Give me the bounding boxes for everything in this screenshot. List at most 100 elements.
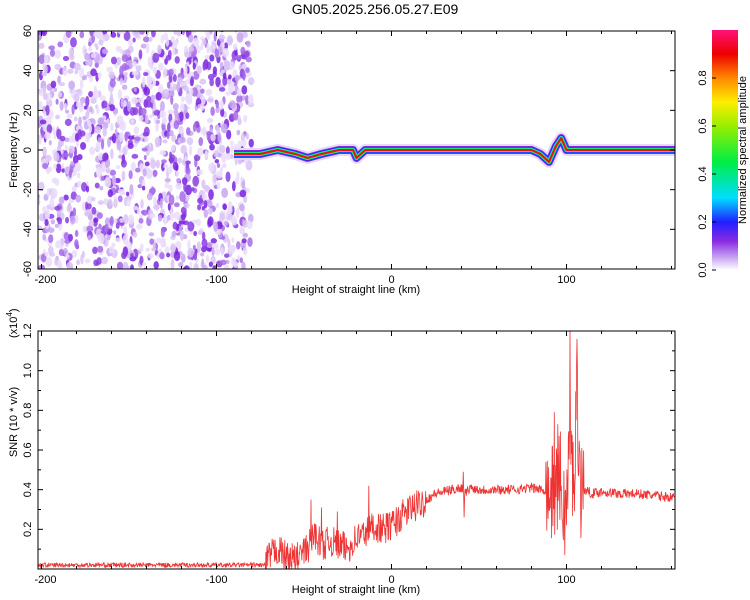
noise-blob — [193, 252, 198, 261]
noise-blob — [138, 31, 146, 35]
noise-blob — [116, 56, 122, 66]
noise-blob — [172, 103, 179, 111]
noise-blob — [202, 38, 207, 46]
noise-blob — [219, 144, 226, 154]
noise-blob — [220, 246, 224, 256]
noise-blob — [110, 56, 117, 65]
noise-blob — [107, 199, 113, 207]
noise-blob — [222, 76, 228, 86]
noise-blob — [42, 146, 47, 157]
noise-blob — [187, 33, 194, 43]
noise-blob — [55, 98, 59, 105]
noise-blob — [240, 176, 244, 182]
noise-blob — [139, 255, 144, 266]
noise-blob — [54, 49, 62, 59]
snr-ticks: -200 -100 0 100 0.2 0.4 0.6 0.8 1.0 1.2 — [22, 323, 675, 586]
noise-blob — [135, 65, 142, 72]
noise-blob — [101, 256, 108, 265]
noise-blob — [209, 54, 215, 62]
noise-blob — [164, 177, 171, 183]
noise-blob — [38, 181, 45, 192]
noise-blob — [207, 73, 215, 81]
noise-blob — [229, 154, 234, 160]
noise-blob — [123, 100, 127, 107]
noise-blob — [82, 225, 88, 233]
noise-blob — [187, 221, 195, 232]
noise-blob — [200, 252, 205, 257]
colorbar-tick-label: 0.8 — [697, 70, 709, 85]
noise-blob — [99, 95, 106, 101]
noise-blob — [109, 122, 114, 132]
noise-blob — [149, 213, 156, 219]
noise-blob — [213, 173, 217, 183]
noise-blob — [166, 131, 170, 140]
noise-blob — [123, 214, 129, 225]
snr-yscale: (x104) — [5, 308, 20, 338]
noise-blob — [88, 219, 94, 227]
noise-blob — [160, 34, 164, 44]
noise-blob — [123, 31, 131, 42]
noise-blob — [248, 138, 254, 148]
noise-blob — [210, 133, 216, 142]
noise-blob — [113, 218, 118, 224]
noise-blob — [97, 200, 104, 205]
noise-blob — [170, 36, 175, 43]
colorbar-ticks: 0.0 0.2 0.4 0.6 0.8 — [697, 70, 716, 278]
noise-blob — [175, 195, 180, 200]
noise-blob — [161, 159, 167, 164]
noise-blob — [132, 37, 136, 43]
noise-blob — [38, 34, 42, 41]
noise-blob — [38, 101, 43, 110]
noise-blob — [171, 134, 176, 142]
noise-blob — [143, 154, 147, 161]
noise-blob — [184, 155, 189, 162]
noise-blob — [106, 66, 113, 73]
noise-blob — [68, 169, 72, 179]
noise-blob — [178, 261, 184, 268]
noise-blob — [54, 223, 59, 228]
noise-blob — [83, 48, 88, 54]
noise-blob — [247, 77, 255, 86]
noise-blob — [222, 203, 227, 211]
noise-blob — [228, 74, 232, 80]
noise-blob — [69, 54, 75, 61]
noise-blob — [200, 102, 205, 112]
noise-blob — [111, 175, 117, 186]
noise-blob — [212, 265, 218, 269]
noise-blob — [90, 97, 97, 104]
noise-blob — [201, 206, 205, 211]
snr-xlabel: Height of straight line (km) — [292, 584, 420, 596]
noise-blob — [108, 71, 115, 79]
noise-blob — [228, 31, 229, 32]
noise-blob — [164, 182, 170, 189]
noise-blob — [196, 169, 203, 176]
noise-blob — [197, 229, 204, 236]
noise-blob — [66, 261, 74, 269]
noise-blob — [44, 209, 51, 220]
noise-blob — [116, 140, 122, 151]
noise-blob — [145, 247, 151, 252]
noise-blob — [97, 72, 102, 79]
noise-blob — [126, 198, 131, 207]
noise-blob — [185, 112, 190, 120]
noise-blob — [233, 43, 238, 51]
noise-blob — [202, 231, 206, 241]
noise-blob — [108, 246, 115, 254]
noise-blob — [118, 154, 123, 159]
noise-blob — [71, 249, 78, 258]
noise-blob — [189, 261, 193, 269]
noise-blob — [115, 222, 120, 229]
noise-blob — [78, 116, 82, 126]
noise-blob — [183, 183, 188, 193]
noise-blob — [159, 110, 167, 118]
noise-blob — [230, 80, 235, 88]
noise-blob — [95, 141, 101, 153]
noise-blob — [176, 31, 182, 37]
noise-blob — [142, 131, 150, 137]
noise-blob — [174, 56, 180, 64]
noise-blob — [99, 31, 101, 32]
noise-blob — [225, 171, 231, 183]
spectrogram-xlabel: Height of straight line (km) — [292, 284, 420, 296]
noise-blob — [165, 31, 166, 32]
noise-blob — [102, 126, 107, 137]
